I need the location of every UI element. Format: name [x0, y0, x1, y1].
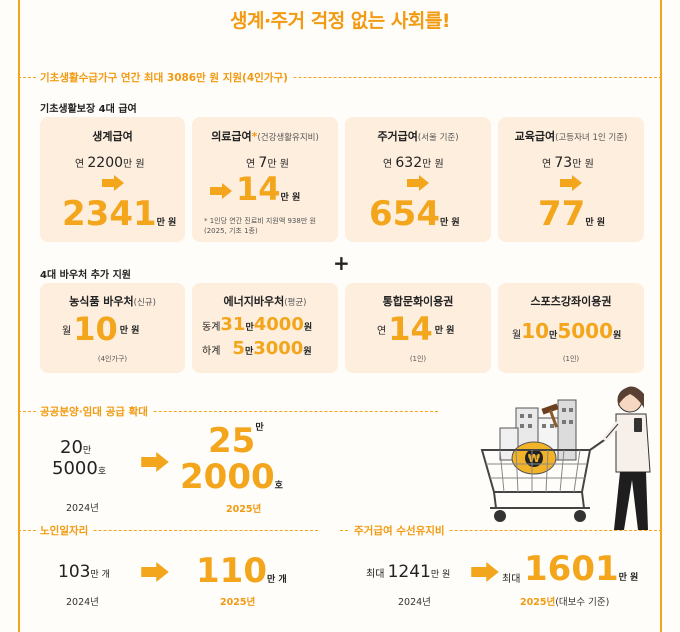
- arrow-right-icon: [470, 562, 500, 582]
- page-frame: [18, 0, 662, 632]
- from-value: 연 73만 원: [542, 155, 594, 171]
- page-title: 생계·주거 걱정 없는 사회를!: [229, 10, 451, 32]
- card-title: 교육급여(고등자녀 1인 기준): [514, 130, 628, 143]
- card-title: 의료급여*(건강생활유지비): [211, 130, 319, 143]
- section2-divider: [18, 411, 438, 412]
- repair-from-value: 최대 1241만 원: [366, 562, 451, 582]
- card-title: 농식품 바우처(신규): [69, 295, 156, 308]
- jobs-to-year: 2025년: [220, 597, 256, 608]
- housing-to-year: 2025년: [226, 504, 262, 515]
- phone-icon: [634, 418, 642, 432]
- card-education: 교육급여(고등자녀 1인 기준) 연 73만 원 77만 원: [498, 117, 644, 242]
- from-value: 연 7만 원: [246, 155, 289, 171]
- footnote: * 1인당 연간 진료비 지원액 938만 원 (2025, 기초 1종): [204, 217, 316, 235]
- card-culture-voucher: 통합문화이용권 연 14 만 원 (1인): [345, 283, 491, 373]
- card-sports-voucher: 스포츠강좌이용권 월 10 만 5000 원 (1인): [498, 283, 644, 373]
- section4-label: 주거급여 수선유지비: [350, 523, 449, 538]
- card-livelihood: 생계급여 연 2200만 원 2341만 원: [40, 117, 185, 242]
- repair-to-prefix: 최대: [502, 574, 521, 585]
- arrow-right-icon: [560, 175, 582, 191]
- arrow-right-icon: [407, 175, 429, 191]
- section1-divider: [18, 77, 662, 78]
- section3-divider: [18, 530, 318, 531]
- voucher-value: 연 14 만 원: [377, 310, 455, 348]
- section1-label: 기초생활수급가구 연간 최대 3086만 원 지원(4인가구): [36, 70, 292, 85]
- section3-label: 노인일자리: [36, 523, 93, 538]
- housing-from-year: 2024년: [66, 503, 99, 514]
- arrow-right-icon: [140, 452, 170, 472]
- housing-to-line2: 2000호: [180, 457, 283, 497]
- card-food-voucher: 농식품 바우처(신규) 월 10 만 원 (4인가구): [40, 283, 185, 373]
- jobs-to-value: 110만 개: [196, 551, 287, 591]
- subsection2-label: 4대 바우처 추가 지원: [40, 270, 132, 281]
- jobs-from-year: 2024년: [66, 597, 99, 608]
- card-medical: 의료급여*(건강생활유지비) 연 7만 원 14만 원 * 1인당 연간 진료비…: [192, 117, 338, 242]
- jobs-from-value: 103만 개: [58, 562, 110, 582]
- from-value: 연 632만 원: [383, 155, 444, 171]
- winter-value: 동계 31 만 4000 원: [202, 314, 313, 335]
- voucher-value: 월 10 만 5000 원: [512, 319, 622, 343]
- plus-icon: +: [333, 251, 350, 275]
- to-value: 2341만 원: [62, 194, 177, 234]
- shopping-cart-illustration: ₩: [480, 386, 651, 530]
- arrow-right-icon: [210, 183, 232, 199]
- card-title: 에너지바우처(평균): [223, 295, 307, 308]
- housing-to-line1: 25만: [208, 421, 264, 461]
- to-value: 14만 원: [236, 170, 301, 208]
- subsection1-label: 기초생활보장 4대 급여: [40, 104, 137, 115]
- card-title: 스포츠강좌이용권: [530, 295, 612, 308]
- to-value: 654만 원: [369, 194, 460, 234]
- housing-from-line1: 20만: [60, 437, 92, 458]
- won-coin-icon: ₩: [528, 452, 540, 465]
- to-value: 77만 원: [538, 194, 606, 234]
- repair-to-year: 2025년(대보수 기준): [520, 597, 610, 608]
- arrow-right-icon: [140, 562, 170, 582]
- voucher-value: 월 10 만 원: [62, 310, 140, 348]
- housing-from-line2: 5000호: [52, 458, 107, 479]
- section2-label: 공공분양·임대 공급 확대: [36, 404, 152, 419]
- from-value: 연 2200만 원: [75, 155, 145, 171]
- card-title: 통합문화이용권: [382, 295, 454, 308]
- card-housing: 주거급여(서울 기준) 연 632만 원 654만 원: [345, 117, 491, 242]
- voucher-note: (4인가구): [97, 355, 128, 363]
- voucher-note: (1인): [409, 355, 427, 363]
- card-title: 주거급여(서울 기준): [377, 130, 459, 143]
- arrow-right-icon: [102, 175, 124, 191]
- card-title: 생계급여: [92, 130, 133, 143]
- voucher-note: (1인): [562, 355, 580, 363]
- repair-to-value: 1601만 원: [524, 549, 639, 589]
- repair-from-year: 2024년: [398, 597, 431, 608]
- section4-divider: [340, 530, 662, 531]
